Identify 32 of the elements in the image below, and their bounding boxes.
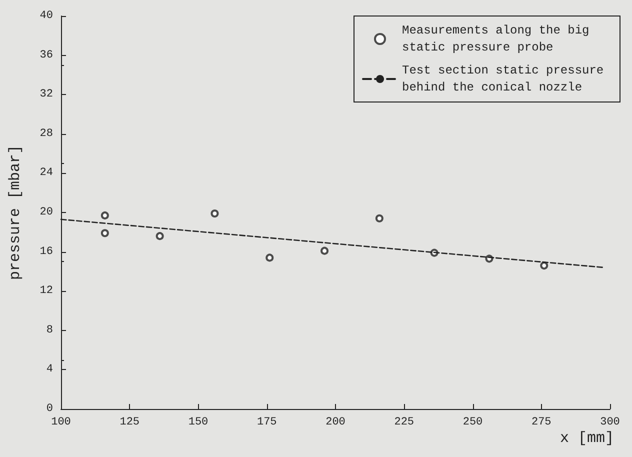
x-tick-label: 225 — [394, 416, 414, 428]
y-tick-label: 20 — [40, 206, 53, 218]
point — [100, 211, 109, 220]
point — [375, 214, 384, 222]
point — [540, 262, 548, 270]
x-tick-label: 175 — [256, 416, 277, 428]
point — [210, 209, 219, 218]
y-tick-label: 24 — [40, 167, 54, 180]
x-tick-label: 150 — [188, 416, 208, 428]
legend-label: Test section static pressure behind the conical nozzle — [402, 64, 611, 94]
y-tick-label: 4 — [46, 364, 54, 376]
x-tick-label: 125 — [120, 416, 140, 428]
x-axis-title: x [mm] — [560, 430, 614, 447]
y-tick-label: 36 — [40, 49, 53, 62]
x-tick-label: 300 — [600, 416, 620, 428]
y-tick-label: 12 — [40, 285, 53, 298]
point — [320, 246, 329, 255]
y-tick-label: 40 — [40, 10, 53, 22]
point — [156, 232, 164, 240]
x-tick-label: 100 — [51, 416, 71, 428]
legend-label: Measurements along the big static pressure probe — [402, 24, 596, 54]
point — [266, 254, 274, 262]
y-tick-label: 8 — [46, 324, 53, 336]
point — [100, 229, 109, 238]
x-tick-label: 275 — [531, 416, 552, 428]
y-tick-label: 28 — [40, 128, 53, 140]
y-tick-label: 32 — [40, 88, 53, 101]
y-axis-title: pressure [mbar] — [7, 144, 24, 280]
x-tick-label: 250 — [462, 416, 483, 428]
y-tick-label: 16 — [40, 246, 53, 258]
x-tick-label: 200 — [326, 416, 346, 428]
y-tick-label: 0 — [46, 403, 53, 415]
